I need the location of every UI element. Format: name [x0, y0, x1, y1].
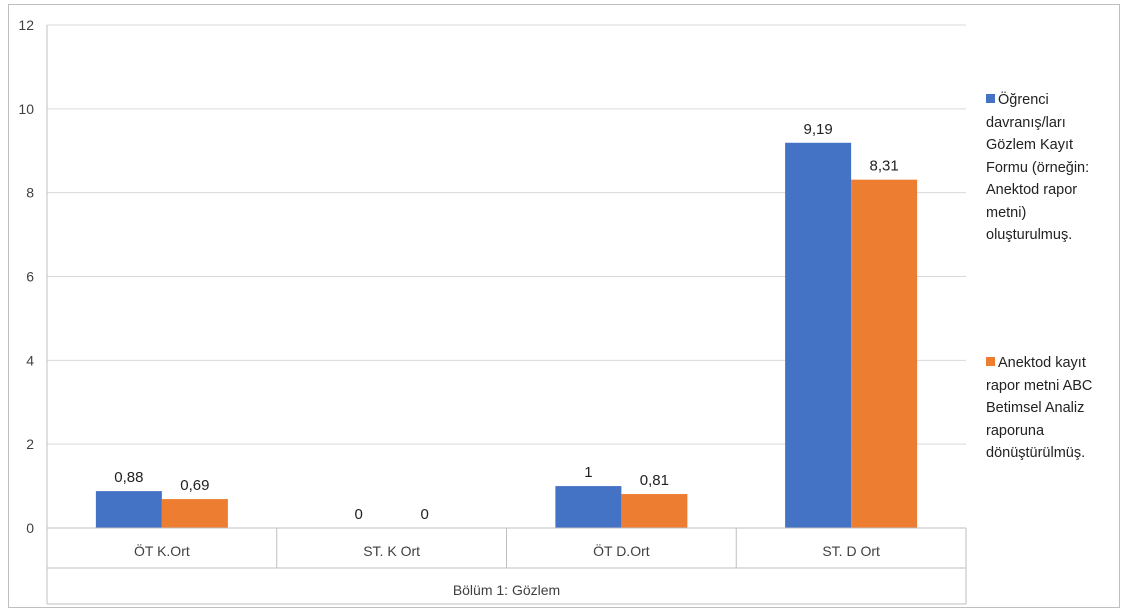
y-tick-label: 0: [26, 520, 34, 536]
y-tick-label: 12: [18, 17, 34, 33]
data-label: 1: [584, 464, 592, 481]
legend-line: Gözlem Kayıt: [986, 137, 1074, 153]
legend-line: raporuna: [986, 422, 1045, 439]
legend-line: Formu (örneğin:: [986, 159, 1090, 176]
bar: [555, 486, 622, 528]
legend-line: dönüştürülmüş.: [986, 445, 1086, 461]
legend-swatch-1: [986, 94, 995, 103]
legend-line: Anektod rapor: [986, 182, 1078, 198]
bars: [95, 142, 918, 529]
y-tick-label: 10: [18, 101, 34, 117]
data-label: 0,81: [640, 472, 669, 489]
data-label: 0: [354, 506, 362, 523]
legend-line: metni): [986, 204, 1027, 221]
y-tick-label: 6: [26, 269, 34, 285]
bar: [95, 491, 162, 528]
bar: [621, 494, 688, 528]
x-tick-label: ST. D Ort: [822, 543, 880, 559]
data-label: 8,31: [870, 158, 899, 175]
x-tick-label: ÖT K.Ort: [134, 542, 190, 559]
x-tick-label: ST. K Ort: [363, 543, 420, 559]
chart-frame: [8, 4, 1120, 608]
legend-line: rapor metni ABC: [986, 377, 1093, 394]
bar: [785, 142, 852, 528]
legend-item-series-2: Anektod kayıt rapor metni ABC Betimsel A…: [986, 352, 1106, 465]
y-axis: 0 2 4 6 8 10 12: [18, 17, 34, 536]
data-labels: 0,88 0,69 0 0 1 0,81 9,19 8,31: [114, 121, 898, 523]
x-axis: ÖT K.Ort ST. K Ort ÖT D.Ort ST. D Ort Bölüm …: [46, 25, 967, 605]
legend-line: Öğrenci: [998, 92, 1049, 108]
legend-line: davranış/ları: [986, 114, 1066, 131]
legend-line: Anektod kayıt: [998, 355, 1086, 371]
data-label: 0,88: [114, 469, 143, 486]
legend-line: Betimsel Analiz: [986, 400, 1085, 416]
y-tick-label: 2: [26, 436, 34, 452]
x-tick-label: ÖT D.Ort: [593, 542, 650, 559]
x-group-label: Bölüm 1: Gözlem: [453, 582, 560, 598]
bar: [161, 499, 228, 528]
data-label: 0: [420, 506, 428, 523]
legend-line: oluşturulmuş.: [986, 227, 1073, 243]
data-label: 0,69: [180, 477, 209, 494]
bar: [851, 179, 918, 529]
legend-swatch-2: [986, 357, 995, 366]
legend-item-series-1: Öğrenci davranış/ları Gözlem Kayıt Formu…: [986, 89, 1106, 247]
y-tick-label: 8: [26, 185, 34, 201]
data-label: 9,19: [804, 121, 833, 138]
y-tick-label: 4: [26, 352, 34, 368]
